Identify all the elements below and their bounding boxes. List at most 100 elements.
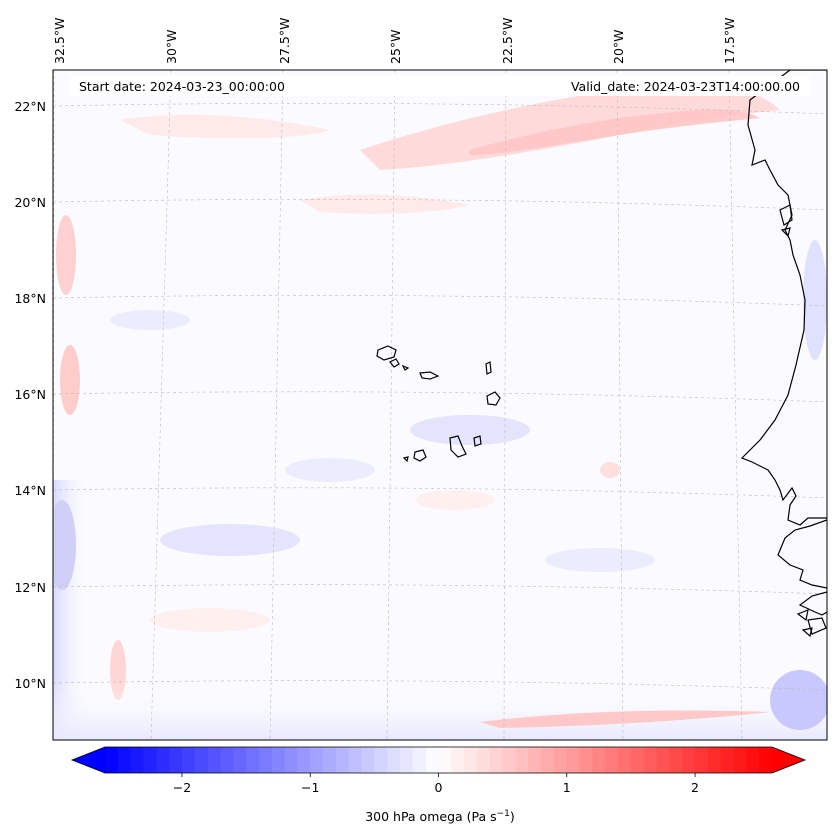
longitude-labels: 32.5°W 30°W 27.5°W 25°W 22.5°W 20°W 17.5… bbox=[52, 18, 737, 64]
gridline-lon-30w bbox=[150, 70, 172, 740]
negative-omega-blob-5 bbox=[110, 310, 190, 330]
lat-label-14n: 14°N bbox=[14, 483, 46, 498]
gridline-lat-14n bbox=[53, 487, 827, 499]
lon-label-32-5w: 32.5°W bbox=[52, 18, 67, 64]
colorbar-cell bbox=[746, 747, 760, 773]
lon-label-27-5w: 27.5°W bbox=[277, 18, 292, 64]
lon-label-30w: 30°W bbox=[164, 29, 179, 64]
colorbar-label: 300 hPa omega (Pa s−1) bbox=[365, 809, 515, 824]
map-background bbox=[53, 70, 827, 740]
colorbar-cell bbox=[566, 747, 581, 773]
colorbar-cell bbox=[143, 747, 157, 773]
colorbar-cell bbox=[130, 747, 145, 773]
colorbar-cell bbox=[169, 747, 183, 773]
colorbar-cell bbox=[156, 747, 170, 773]
colorbar-tick-label: −1 bbox=[301, 780, 319, 795]
island-boa-vista bbox=[486, 391, 501, 406]
colorbar-cells bbox=[105, 747, 773, 773]
island-sao-nicolau bbox=[419, 371, 440, 380]
colorbar-cell bbox=[271, 747, 286, 773]
negative-omega-blob-3 bbox=[285, 458, 375, 482]
colorbar-cell bbox=[759, 747, 773, 773]
colorbar-label-end: ) bbox=[510, 809, 515, 824]
colorbar-cell bbox=[476, 747, 491, 773]
colorbar-cell bbox=[733, 747, 747, 773]
gridline-lat-16n bbox=[53, 391, 827, 403]
latitude-labels: 22°N 20°N 18°N 16°N 14°N 12°N 10°N bbox=[14, 99, 46, 691]
colorbar-cell bbox=[451, 747, 465, 773]
colorbar-cell bbox=[592, 747, 606, 773]
coastlines bbox=[740, 70, 827, 638]
colorbar-cell bbox=[579, 747, 594, 773]
lat-label-10n: 10°N bbox=[14, 676, 46, 691]
negative-omega-blob-1 bbox=[410, 415, 530, 445]
colorbar-cell bbox=[258, 747, 273, 773]
positive-omega-west-2 bbox=[60, 345, 80, 415]
colorbar-cell bbox=[117, 747, 132, 773]
gridlines bbox=[53, 70, 827, 740]
lon-label-20w: 20°W bbox=[611, 29, 626, 64]
colorbar-tick-label: −2 bbox=[173, 780, 191, 795]
start-date-label: Start date: 2024-03-23_00:00:00 bbox=[79, 79, 285, 94]
omega-field bbox=[53, 83, 827, 740]
coast-detail-4 bbox=[796, 609, 809, 622]
colorbar-cell bbox=[515, 747, 529, 773]
negative-omega-east-coast bbox=[803, 240, 827, 360]
colorbar-tick-label: 0 bbox=[435, 780, 443, 795]
colorbar-cell bbox=[669, 747, 683, 773]
colorbar-tick-label: 1 bbox=[563, 780, 571, 795]
coast-detail-1 bbox=[779, 204, 793, 226]
gridline-lat-20n bbox=[53, 199, 827, 211]
coast-detail-3 bbox=[807, 617, 827, 635]
colorbar-label-exponent: −1 bbox=[497, 809, 510, 819]
lat-label-20n: 20°N bbox=[14, 195, 46, 210]
lat-label-16n: 16°N bbox=[14, 387, 46, 402]
colorbar-cell bbox=[707, 747, 722, 773]
negative-omega-south-east bbox=[770, 670, 827, 730]
gridline-lat-12n bbox=[53, 584, 827, 595]
map-frame bbox=[52, 69, 828, 741]
colorbar-cell bbox=[695, 747, 709, 773]
lat-label-18n: 18°N bbox=[14, 291, 46, 306]
negative-omega-blob-2 bbox=[160, 524, 300, 556]
colorbar-cell bbox=[348, 747, 363, 773]
colorbar-cell bbox=[464, 747, 478, 773]
lon-label-25w: 25°W bbox=[388, 29, 403, 64]
colorbar-cell bbox=[605, 747, 619, 773]
colorbar-cell bbox=[297, 747, 311, 773]
colorbar: −2 −1 0 1 2 300 hPa omega (Pa s−1) bbox=[70, 746, 807, 824]
island-brava bbox=[402, 456, 409, 463]
colorbar-cell bbox=[105, 747, 119, 773]
positive-omega-band-north-core bbox=[470, 109, 760, 155]
colorbar-cell bbox=[323, 747, 337, 773]
colorbar-tick-label: 2 bbox=[691, 780, 699, 795]
island-maio bbox=[473, 435, 482, 447]
colorbar-cell bbox=[374, 747, 388, 773]
cape-verde-islands bbox=[376, 345, 501, 463]
colorbar-cell bbox=[400, 747, 414, 773]
coast-detail-5 bbox=[801, 627, 813, 638]
island-santiago bbox=[449, 435, 467, 458]
gridline-lat-22n bbox=[53, 103, 827, 115]
positive-omega-blob-1 bbox=[150, 608, 270, 632]
gridline-lon-27-5w bbox=[269, 70, 284, 740]
coast-detail-2 bbox=[780, 227, 791, 238]
negative-omega-blob-4 bbox=[545, 548, 655, 572]
negative-omega-west-blob bbox=[53, 500, 76, 590]
gridline-lon-25w bbox=[386, 70, 396, 740]
colorbar-ticks: −2 −1 0 1 2 bbox=[173, 773, 699, 795]
positive-omega-blob-2 bbox=[415, 490, 495, 510]
island-santa-luzia bbox=[401, 364, 410, 371]
colorbar-cell bbox=[284, 747, 299, 773]
colorbar-extend-min bbox=[72, 747, 106, 773]
colorbar-cell bbox=[425, 747, 440, 773]
colorbar-cell bbox=[220, 747, 234, 773]
gridline-lon-22-5w bbox=[503, 70, 507, 740]
colorbar-cell bbox=[656, 747, 670, 773]
island-fogo bbox=[413, 449, 427, 462]
colorbar-outline bbox=[70, 746, 807, 774]
island-sao-vicente bbox=[389, 358, 400, 368]
colorbar-cell bbox=[643, 747, 658, 773]
map-panel: Start date: 2024-03-23_00:00:00 Valid_da… bbox=[53, 70, 827, 740]
